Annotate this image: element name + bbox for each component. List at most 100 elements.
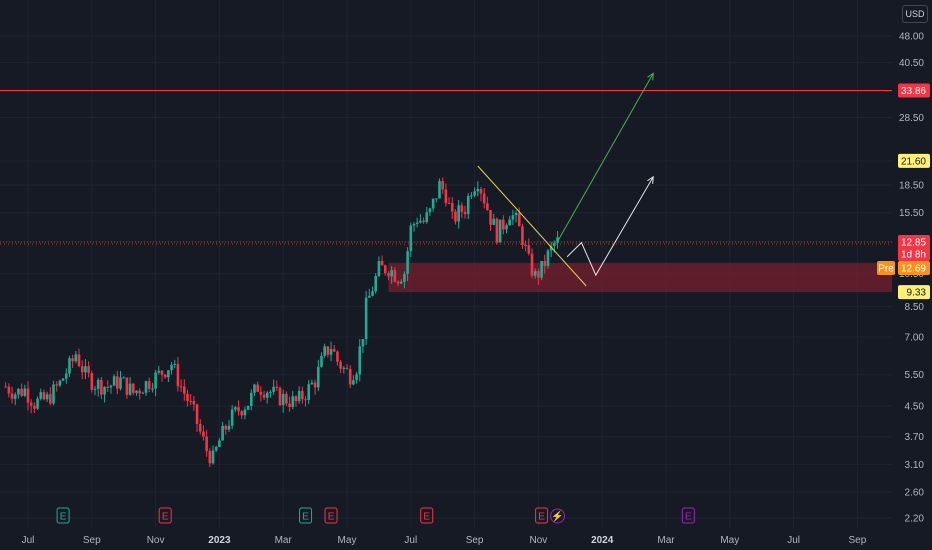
candle-body [90,373,94,390]
candle-body [524,244,527,246]
candle-body [457,205,460,222]
candle-body [374,276,378,292]
candle-body [390,270,393,277]
candle-body [489,210,492,225]
x-axis-label: Sep [849,535,867,546]
candle-body [80,366,84,373]
candle-body [364,297,368,339]
demand-zone [388,262,892,293]
candle-body [307,384,311,401]
candle-body [179,386,183,388]
x-axis-label: Nov [530,535,548,546]
candle-body [135,390,138,393]
candle-body [230,409,234,426]
candle-body [211,450,215,464]
y-axis-label: 28.50 [899,113,924,124]
candle-body [441,180,444,190]
candle-body [26,388,30,403]
x-axis-label: Nov [147,535,165,546]
candle-body [285,394,288,404]
candle-body [189,400,192,402]
candle-body [157,370,161,373]
bull-arrow-head [647,72,654,81]
currency-button[interactable]: USD [902,5,928,23]
candle-body [275,386,279,388]
earnings-label: E [60,512,67,523]
candle-body [234,407,237,410]
candle-body [371,291,374,296]
candle-body [463,211,467,215]
earnings-badge [535,507,549,524]
earnings-marker: E [56,507,70,524]
candle-body [39,392,43,399]
candle-body [224,425,228,430]
y-axis-label: 8.50 [905,302,925,313]
earnings-marker: E [535,507,549,524]
candle-body [403,273,406,282]
candle-body [45,394,49,400]
level-9-price-tag-bg [898,285,930,300]
current-price-tag-bg [898,235,930,262]
candle-body [202,431,205,437]
candle-body [253,384,256,393]
zigzag-arrow-head [647,175,654,184]
x-axis-label: Jul [787,535,800,546]
candle-body [492,218,496,225]
candle-body [486,203,489,211]
y-axis-label: 5.50 [905,370,925,381]
candle-body [549,245,553,251]
x-axis-label: Sep [83,535,101,546]
earnings-marker: E [324,507,338,524]
candle-body [294,396,298,402]
candle-body [393,270,397,282]
level-21-price-tag-bg [898,153,930,168]
earnings-marker: E [681,507,695,524]
candle-body [533,271,537,276]
candle-body [192,400,196,405]
candle-body [49,394,52,404]
x-axis-label: Mar [275,535,293,546]
candle-body [218,440,221,447]
earnings-badge [324,507,338,524]
earnings-label: E [302,512,309,523]
candle-body [269,391,272,393]
candle-body [521,226,524,245]
y-axis-label: 4.50 [905,402,925,413]
bull-arrow-line [557,73,654,242]
candle-body [128,383,132,395]
candle-body [332,349,336,352]
candle-body [272,386,275,392]
candle-body [301,390,304,400]
candle-body [198,424,202,432]
candle-body [160,370,164,375]
candle-body [52,384,55,404]
candle-body [498,219,502,243]
earnings-badge [158,507,172,524]
event-circle [550,508,566,524]
candle-body [460,205,464,212]
candle-body [543,261,547,266]
candle-body [116,376,119,389]
candle-body [20,388,23,396]
candle-body [435,198,438,200]
candle-body [163,374,167,378]
candle-body [399,281,403,284]
candle-body [355,374,358,381]
candle-body [167,370,170,378]
candle-body [419,220,422,223]
candle-body [96,379,100,389]
candle-body [546,250,550,266]
candle-body [358,346,362,375]
candle-body [125,377,129,395]
candle-body [323,346,326,356]
candle-body [336,351,339,362]
level-21-price-tag: 21.60 [901,156,926,167]
candle-body [444,189,448,204]
candle-body [173,363,177,365]
candle-body [508,219,511,226]
candle-body [61,378,65,381]
candle-body [103,386,106,395]
candle-body [227,425,231,430]
candle-body [176,363,180,387]
